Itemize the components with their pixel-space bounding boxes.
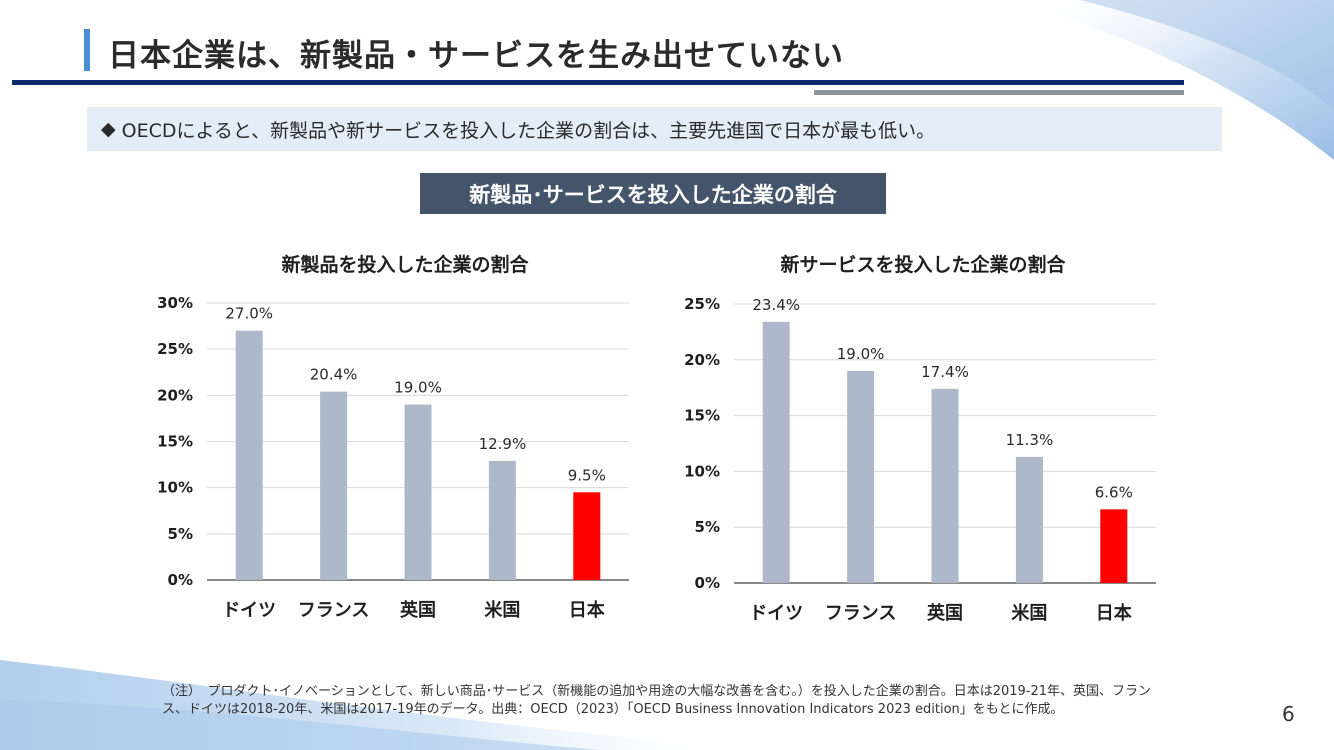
bar	[488, 460, 516, 580]
data-label: 12.9%	[479, 435, 527, 453]
category-label: 英国	[399, 599, 436, 621]
data-label: 11.3%	[1006, 431, 1054, 449]
section-banner: 新製品･サービスを投入した企業の割合	[420, 173, 886, 214]
data-label: 9.5%	[568, 466, 606, 484]
footnote-line-2: ス、ドイツは2018-20年、米国は2017-19年のデータ。出典：OECD（2…	[162, 702, 1064, 717]
category-label: 米国	[1011, 602, 1047, 624]
category-label: 日本	[569, 599, 605, 621]
title-underline-gray	[814, 90, 1184, 95]
y-tick-label: 10%	[157, 479, 193, 497]
category-label: ドイツ	[749, 603, 803, 624]
chart-new-products: 新製品を投入した企業の割合 0% 5% 10% 15% 20% 25% 30% 27.0% ドイツ…	[150, 245, 650, 635]
y-tick-label: 25%	[157, 340, 193, 358]
data-label: 19.0%	[837, 345, 885, 363]
y-tick-label: 15%	[157, 433, 193, 451]
chart-new-services-svg: 新サービスを投入した企業の割合 0% 5% 10% 15% 20% 25% 23.4% ドイツ 1…	[684, 253, 1156, 624]
data-label: 17.4%	[921, 363, 969, 381]
bar	[1015, 456, 1043, 583]
bar	[847, 370, 875, 583]
data-label: 27.0%	[225, 305, 273, 323]
y-tick-label: 15%	[684, 407, 720, 425]
y-tick-label: 20%	[684, 351, 720, 369]
y-tick-label: 25%	[684, 295, 720, 313]
chart-title: 新サービスを投入した企業の割合	[780, 253, 1066, 276]
category-label: フランス	[825, 603, 897, 624]
bar	[320, 391, 348, 580]
category-label: フランス	[298, 600, 370, 621]
footnote: （注） プロダクト･イノベーションとして、新しい商品･サービス（新機能の追加や用…	[162, 683, 1152, 719]
category-label: 英国	[926, 602, 963, 624]
bar	[762, 321, 790, 583]
summary-text: OECDによると、新製品や新サービスを投入した企業の割合は、主要先進国で日本が最…	[121, 119, 936, 142]
y-tick-label: 30%	[157, 294, 193, 312]
title-underline-navy	[12, 80, 1184, 85]
y-tick-label: 0%	[695, 574, 720, 592]
category-label: 日本	[1096, 602, 1132, 624]
bar	[235, 330, 263, 580]
bar	[573, 492, 601, 580]
data-label: 20.4%	[310, 366, 358, 384]
category-label: ドイツ	[222, 600, 276, 621]
data-label: 23.4%	[752, 296, 800, 314]
footnote-line-1: （注） プロダクト･イノベーションとして、新しい商品･サービス（新機能の追加や用…	[162, 684, 1152, 699]
y-tick-label: 5%	[168, 525, 193, 543]
y-tick-label: 20%	[157, 386, 193, 404]
data-label: 19.0%	[394, 379, 442, 397]
y-tick-label: 0%	[168, 571, 193, 589]
chart-new-products-svg: 新製品を投入した企業の割合 0% 5% 10% 15% 20% 25% 30% 27.0% ドイツ…	[157, 253, 629, 621]
title-accent-bar	[84, 29, 90, 71]
bar	[404, 404, 432, 580]
bar	[1100, 509, 1128, 583]
y-tick-label: 5%	[695, 518, 720, 536]
bar	[931, 388, 959, 583]
chart-title: 新製品を投入した企業の割合	[281, 253, 529, 276]
category-label: 米国	[484, 599, 520, 621]
page-title: 日本企業は、新製品・サービスを生み出せていない	[108, 38, 844, 74]
diamond-bullet-icon: ◆	[101, 118, 116, 140]
y-tick-label: 10%	[684, 462, 720, 480]
summary-box: ◆ OECDによると、新製品や新サービスを投入した企業の割合は、主要先進国で日本…	[87, 107, 1222, 151]
data-label: 6.6%	[1095, 483, 1133, 501]
chart-new-services: 新サービスを投入した企業の割合 0% 5% 10% 15% 20% 25% 23.4% ドイツ 1…	[676, 245, 1176, 635]
page-number: 6	[1282, 702, 1295, 726]
